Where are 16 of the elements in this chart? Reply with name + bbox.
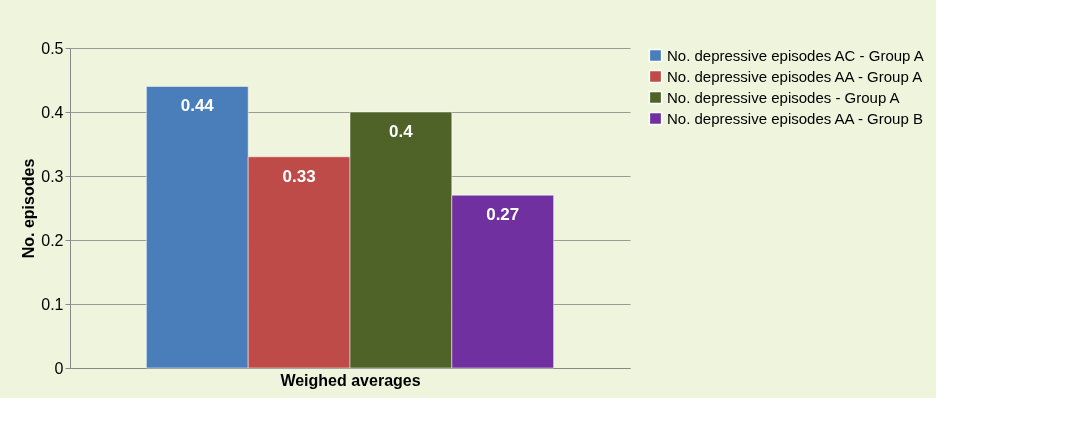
y-tick-label: 0.4 (41, 103, 64, 121)
data-label: 0.33 (282, 166, 316, 186)
y-tick-label: 0 (54, 359, 64, 377)
data-label: 0.27 (486, 205, 520, 225)
y-axis-title: No. episodes (20, 158, 38, 259)
y-tick-label: 0.1 (41, 295, 64, 313)
legend-label: No. depressive episodes AA - Group B (667, 109, 923, 127)
legend-label: No. depressive episodes - Group A (667, 88, 900, 106)
data-label: 0.44 (180, 96, 215, 116)
data-label: 0.4 (389, 122, 414, 141)
y-tick-label: 0.2 (41, 231, 64, 249)
legend-label: No. depressive episodes AC - Group A (667, 46, 924, 64)
y-tick-label: 0.3 (41, 167, 64, 185)
legend-label: No. depressive episodes AA - Group A (667, 67, 923, 85)
x-axis-title: Weighed averages (280, 371, 421, 389)
y-tick-label: 0.5 (41, 39, 64, 57)
